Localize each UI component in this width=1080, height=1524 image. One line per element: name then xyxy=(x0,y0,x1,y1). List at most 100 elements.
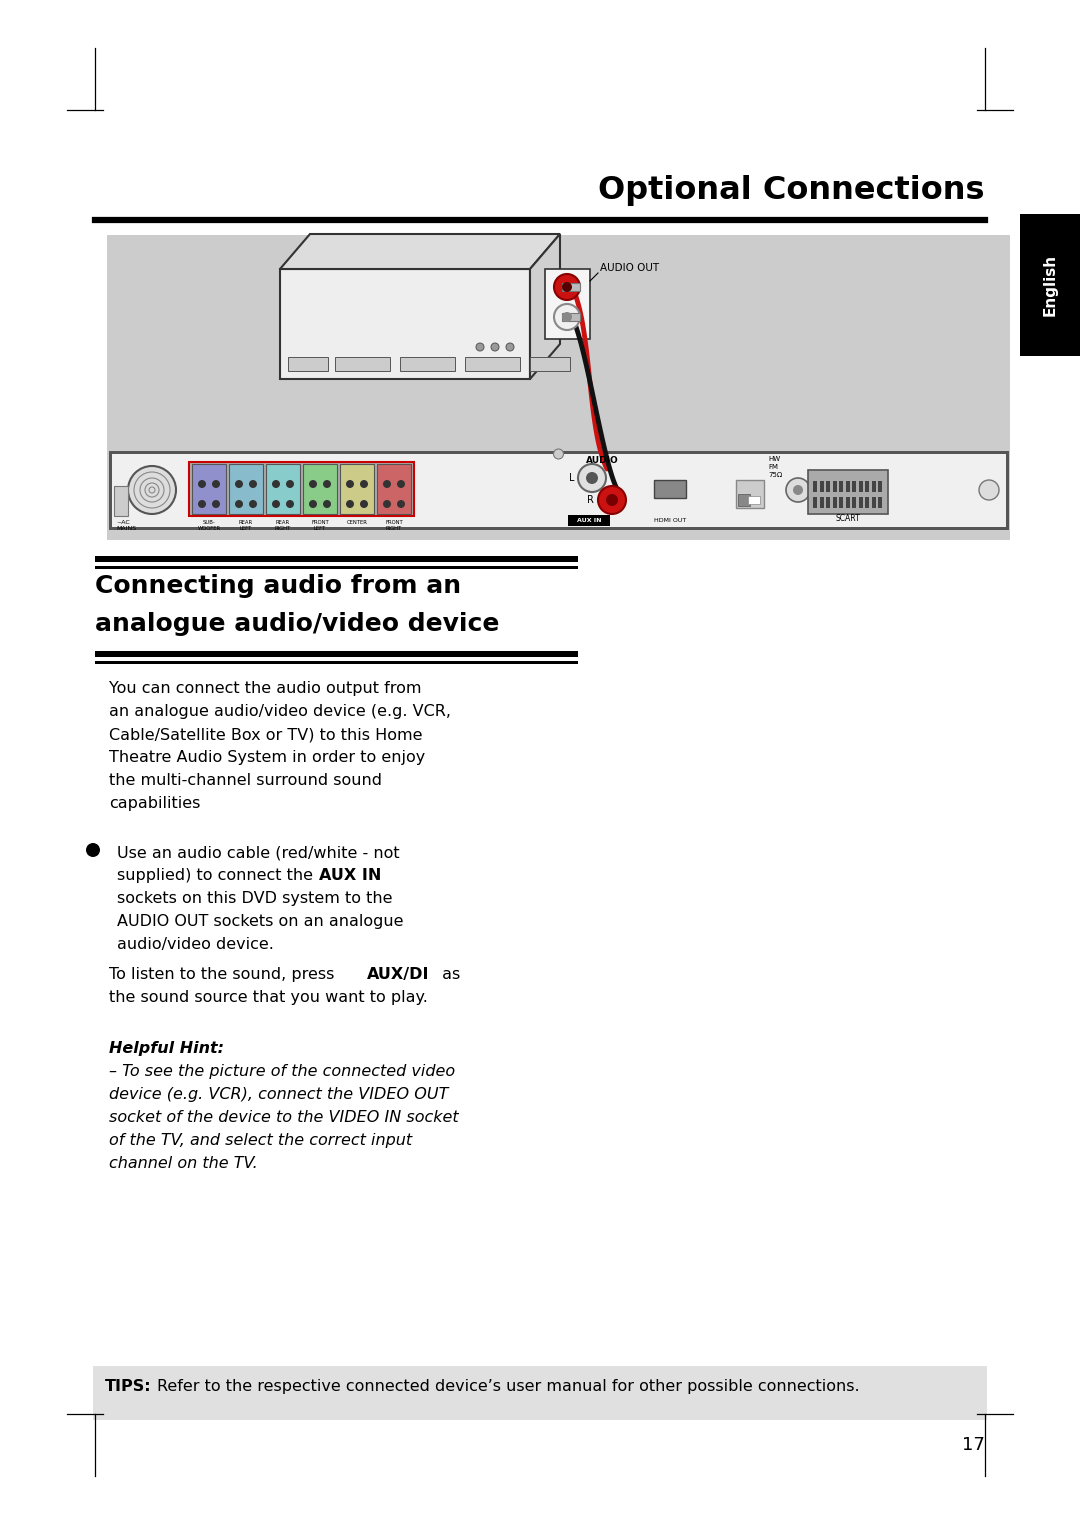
Bar xyxy=(872,482,876,492)
Text: socket of the device to the VIDEO IN socket: socket of the device to the VIDEO IN soc… xyxy=(109,1109,459,1125)
Bar xyxy=(93,1366,987,1420)
Bar xyxy=(820,482,824,492)
Bar xyxy=(562,312,580,322)
Bar xyxy=(335,357,390,370)
Bar xyxy=(820,497,824,507)
Circle shape xyxy=(272,500,280,507)
Circle shape xyxy=(235,480,243,488)
Text: AUX IN: AUX IN xyxy=(577,518,602,524)
Text: REAR
LEFT: REAR LEFT xyxy=(239,520,253,530)
Text: analogue audio/video device: analogue audio/video device xyxy=(95,613,499,636)
Text: the sound source that you want to play.: the sound source that you want to play. xyxy=(109,991,428,1004)
Bar xyxy=(865,482,869,492)
Bar xyxy=(192,463,226,514)
Circle shape xyxy=(346,480,354,488)
Bar xyxy=(95,565,578,568)
Circle shape xyxy=(562,312,572,322)
Bar xyxy=(110,453,1007,527)
Circle shape xyxy=(198,500,206,507)
Circle shape xyxy=(286,480,294,488)
Bar xyxy=(95,651,578,657)
Bar xyxy=(813,482,816,492)
Text: Theatre Audio System in order to enjoy: Theatre Audio System in order to enjoy xyxy=(109,750,426,765)
Circle shape xyxy=(397,500,405,507)
Bar xyxy=(465,357,519,370)
Bar xyxy=(303,463,337,514)
Bar xyxy=(826,482,831,492)
Bar xyxy=(340,463,374,514)
Circle shape xyxy=(360,500,368,507)
Circle shape xyxy=(212,500,220,507)
Circle shape xyxy=(272,480,280,488)
Circle shape xyxy=(309,500,318,507)
Bar xyxy=(738,494,750,506)
Text: 75Ω: 75Ω xyxy=(768,472,782,479)
Circle shape xyxy=(554,274,580,300)
Text: the multi-channel surround sound: the multi-channel surround sound xyxy=(109,773,382,788)
Text: You can connect the audio output from: You can connect the audio output from xyxy=(109,681,421,696)
Circle shape xyxy=(249,480,257,488)
Text: AUDIO: AUDIO xyxy=(585,456,619,465)
Text: sockets on this DVD system to the: sockets on this DVD system to the xyxy=(117,892,392,905)
Text: HDMI OUT: HDMI OUT xyxy=(653,518,686,523)
Circle shape xyxy=(606,494,618,506)
Circle shape xyxy=(360,480,368,488)
Bar xyxy=(95,556,578,562)
Bar xyxy=(833,497,837,507)
Circle shape xyxy=(346,500,354,507)
Circle shape xyxy=(198,480,206,488)
Text: Cable/Satellite Box or TV) to this Home: Cable/Satellite Box or TV) to this Home xyxy=(109,727,422,742)
Circle shape xyxy=(554,303,580,331)
Bar xyxy=(568,515,610,526)
Polygon shape xyxy=(530,235,561,379)
Circle shape xyxy=(383,480,391,488)
Circle shape xyxy=(249,500,257,507)
Circle shape xyxy=(578,463,606,492)
Text: Helpful Hint:: Helpful Hint: xyxy=(109,1041,224,1056)
Circle shape xyxy=(491,343,499,351)
Text: FRONT
RIGHT: FRONT RIGHT xyxy=(386,520,403,530)
Bar xyxy=(110,453,1007,527)
Text: device (e.g. VCR), connect the VIDEO OUT: device (e.g. VCR), connect the VIDEO OUT xyxy=(109,1087,448,1102)
Bar xyxy=(846,497,850,507)
Text: supplied) to connect the: supplied) to connect the xyxy=(117,869,319,882)
Bar xyxy=(107,235,1010,539)
Text: English: English xyxy=(1042,255,1057,315)
Circle shape xyxy=(793,485,804,495)
Circle shape xyxy=(86,843,100,856)
Circle shape xyxy=(323,480,330,488)
Circle shape xyxy=(383,500,391,507)
Bar xyxy=(865,497,869,507)
Bar xyxy=(545,270,590,338)
Text: AUX/DI: AUX/DI xyxy=(367,968,430,981)
Text: ~AC
MAINS: ~AC MAINS xyxy=(116,520,136,530)
Bar xyxy=(839,497,843,507)
Circle shape xyxy=(235,500,243,507)
Bar xyxy=(400,357,455,370)
Text: FM: FM xyxy=(768,463,778,469)
Circle shape xyxy=(786,479,810,501)
Text: as: as xyxy=(437,968,460,981)
Bar xyxy=(852,497,856,507)
Text: AUDIO OUT: AUDIO OUT xyxy=(600,264,659,273)
Circle shape xyxy=(978,480,999,500)
Bar xyxy=(95,660,578,664)
Bar xyxy=(833,482,837,492)
Circle shape xyxy=(309,480,318,488)
Text: AUDIO OUT sockets on an analogue: AUDIO OUT sockets on an analogue xyxy=(117,914,404,930)
Text: L: L xyxy=(568,472,573,483)
Circle shape xyxy=(397,480,405,488)
Text: Optional Connections: Optional Connections xyxy=(598,175,985,206)
Bar xyxy=(189,462,414,517)
Text: To listen to the sound, press: To listen to the sound, press xyxy=(109,968,339,981)
Bar xyxy=(562,283,580,291)
Circle shape xyxy=(586,472,598,485)
Text: AUX IN: AUX IN xyxy=(319,869,381,882)
Text: SUB-
WOOFER: SUB- WOOFER xyxy=(198,520,220,530)
Text: SCART: SCART xyxy=(836,514,861,523)
Text: an analogue audio/video device (e.g. VCR,: an analogue audio/video device (e.g. VCR… xyxy=(109,704,451,719)
Circle shape xyxy=(323,500,330,507)
Bar xyxy=(878,482,882,492)
Text: REAR
RIGHT: REAR RIGHT xyxy=(275,520,292,530)
Text: – To see the picture of the connected video: – To see the picture of the connected vi… xyxy=(109,1064,455,1079)
